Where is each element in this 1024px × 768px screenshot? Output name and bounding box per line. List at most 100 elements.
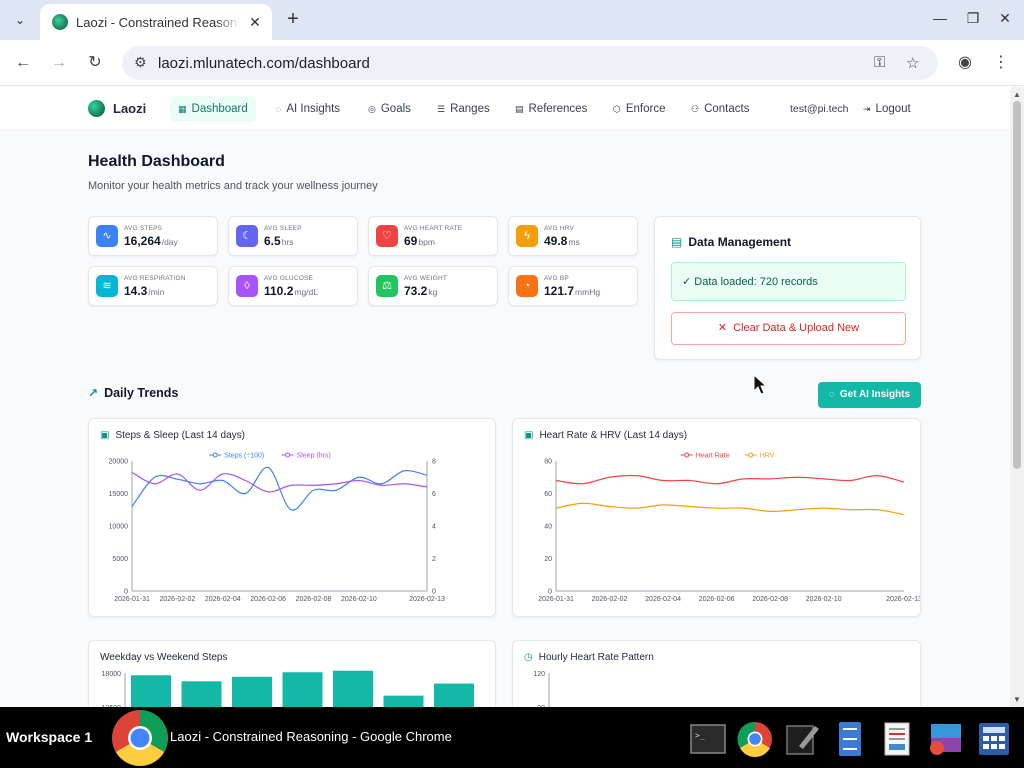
scroll-up-icon[interactable]: ▲ [1013,90,1021,99]
calendar-icon: ▣ [524,430,534,441]
get-ai-insights-button[interactable]: ◌ Get AI Insights [818,382,921,408]
stat-card-avg-glucose: ◊ AVG GLUCOSE 110.2mg/dL [228,266,358,306]
nav-item-goals[interactable]: ◎ Goals [360,96,419,122]
stat-label: AVG STEPS [124,225,163,232]
heart-icon: ♡ [376,225,398,247]
wind-icon: ≋ [96,275,118,297]
chart-title: ▣ Steps & Sleep (Last 14 days) [100,430,245,441]
heart-rate-hrv-chart: 0 20 40 60 80 2026-01-31 2026-02-02 2026-02-04 2… [538,452,921,603]
y-right-tick-label: 0 [432,589,436,596]
daily-trends-title: ↗ Daily Trends [88,386,178,400]
plus-icon: + [287,8,299,30]
site-info-icon[interactable]: ⚙ [134,54,147,70]
browser-tab[interactable]: Laozi - Constrained Reasoning ✕ [40,4,272,40]
y-tick-label: 20 [544,556,552,563]
nav-item-contacts[interactable]: ⚇ Contacts [683,96,757,122]
x-tick-label: 2026-02-04 [205,596,241,603]
new-tab-button[interactable]: + [282,8,304,32]
scroll-down-icon[interactable]: ▼ [1013,695,1021,704]
gauge-icon: ◔ [516,275,538,297]
close-icon[interactable]: ✕ [249,13,261,30]
nav-item-ai-insights[interactable]: ◌ AI Insights [268,96,348,122]
droplet-icon: ◊ [236,275,258,297]
stat-unit: mmHg [575,287,601,297]
document-viewer-icon[interactable] [879,720,917,758]
terminal-icon[interactable]: >_ [689,720,727,758]
data-management-card: ▤ Data Management ✓ Data loaded: 720 reco… [654,216,921,360]
text-editor-icon[interactable] [783,720,821,758]
logout-button[interactable]: ⇥ Logout [855,96,919,122]
maximize-button[interactable]: ❐ [966,10,980,26]
forward-button[interactable]: → [47,51,71,75]
chrome-icon[interactable] [736,720,774,758]
y-right-tick-label: 2 [432,556,436,563]
image-editor-icon[interactable] [927,720,965,758]
stat-value: 14.3/min [124,284,164,298]
browser-menu-button[interactable]: ⋮ [989,51,1013,75]
svg-text:>_: >_ [695,731,705,740]
y-tick-label: 40 [544,524,552,531]
stat-unit: bpm [418,237,435,247]
tab-search-button[interactable]: ⌄ [7,8,33,32]
legend-label: Heart Rate [696,453,730,460]
y-right-tick-label: 6 [432,491,436,498]
brand-link[interactable]: Laozi [88,100,146,117]
clear-data-button[interactable]: ✕ Clear Data & Upload New [671,312,906,345]
stat-unit: kg [428,287,438,297]
x-tick-label: 2026-02-10 [806,596,842,603]
stat-card-avg-bp: ◔ AVG BP 121.7mmHg [508,266,638,306]
address-bar[interactable]: ⚙ laozi.mlunatech.com/dashboard ⚿ ☆ [122,46,938,80]
file-cabinet-icon[interactable] [831,720,869,758]
stat-number: 6.5 [264,234,281,248]
stat-unit: hrs [281,237,294,247]
legend-marker [684,452,690,458]
calculator-icon[interactable] [975,720,1013,758]
account-icon: ◉ [958,54,972,71]
shield-icon: ⬡ [613,103,621,114]
nav-item-dashboard[interactable]: ▦ Dashboard [170,96,256,122]
x-tick-label: 2026-02-04 [645,596,681,603]
chart-title: ▣ Heart Rate & HRV (Last 14 days) [524,430,687,441]
back-button[interactable]: ← [11,51,35,75]
page-scrollbar[interactable]: ▲ ▼ [1010,87,1024,707]
chrome-taskbar-icon[interactable] [110,708,170,768]
taskbar-window-title: Laozi - Constrained Reasoning - Google C… [170,729,452,744]
y-tick-label: 120 [533,671,545,678]
x-tick-label: 2026-02-13 [886,596,921,603]
database-icon: ▤ [671,235,683,249]
page-subtitle: Monitor your health metrics and track yo… [88,180,378,192]
scrollbar-thumb[interactable] [1013,101,1021,469]
minimize-button[interactable]: — [933,10,947,26]
star-icon[interactable]: ☆ [906,55,920,72]
x-tick-label: 2026-02-08 [296,596,332,603]
moon-icon: ☾ [236,225,258,247]
stat-value: 121.7mmHg [544,284,600,298]
profile-button[interactable]: ◉ [953,51,977,75]
nav-label: References [528,103,588,115]
logout-icon: ⇥ [863,103,871,114]
window-close-button[interactable]: ✕ [999,10,1011,26]
tab-title: Laozi - Constrained Reasoning [76,14,240,30]
nav-label: Contacts [704,103,750,115]
nav-item-ranges[interactable]: ☰ Ranges [429,96,498,122]
trending-up-icon: ↗ [88,386,99,400]
chart-title-text: Weekday vs Weekend Steps [100,652,228,663]
nav-item-enforce[interactable]: ⬡ Enforce [605,96,674,122]
nav-label: Ranges [450,103,490,115]
data-management-title: ▤ Data Management [671,235,791,249]
nav-label: AI Insights [286,103,341,115]
key-icon[interactable]: ⚿ [874,54,886,71]
legend-label: Sleep (hrs) [297,453,331,460]
stat-label: AVG WEIGHT [404,275,448,282]
nav-item-references[interactable]: ▤ References [507,96,595,122]
legend-marker [748,452,754,458]
stat-label: AVG RESPIRATION [124,275,186,282]
legend-label: Steps (÷100) [224,453,264,460]
y-tick-label: 80 [544,459,552,466]
scale-icon: ⚖ [376,275,398,297]
stat-label: AVG SLEEP [264,225,302,232]
x-tick-label: 2026-02-06 [699,596,735,603]
browser-tab-strip: ⌄ Laozi - Constrained Reasoning ✕ + — ❐ … [0,0,1024,40]
stat-value: 73.2kg [404,284,437,298]
reload-button[interactable]: ↻ [83,51,107,75]
